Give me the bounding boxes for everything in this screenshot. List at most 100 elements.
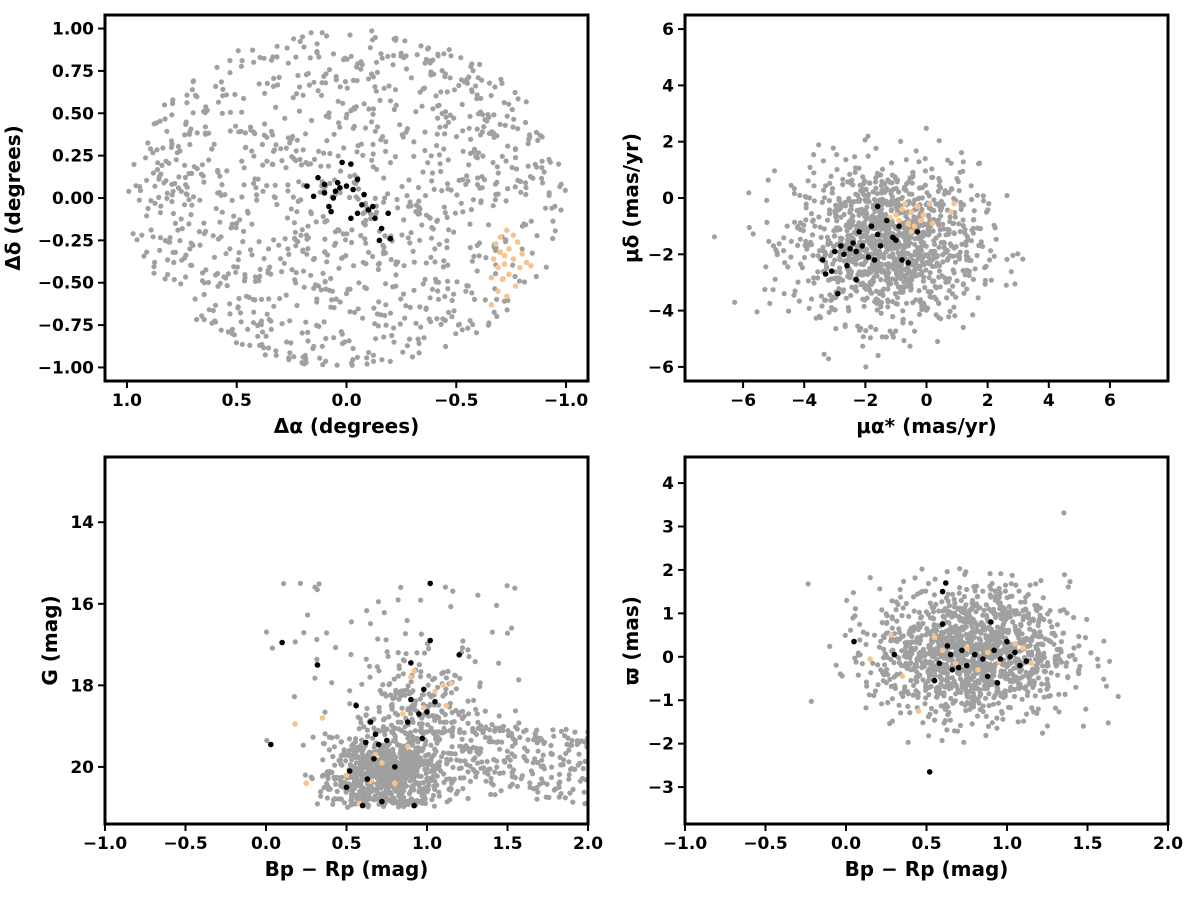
field-star-point xyxy=(492,197,498,203)
field-star-point xyxy=(259,329,266,335)
field-star-point xyxy=(435,288,441,294)
field-star-point xyxy=(252,274,258,280)
field-star-point xyxy=(507,757,513,763)
field-star-point xyxy=(1035,706,1041,712)
field-star-point xyxy=(370,111,376,117)
field-star-point xyxy=(801,222,807,228)
group2-star-point xyxy=(908,209,914,215)
field-star-point xyxy=(477,185,483,191)
field-star-point xyxy=(402,315,408,321)
field-star-point xyxy=(402,753,409,759)
field-star-point xyxy=(427,215,433,221)
field-star-point xyxy=(874,300,880,306)
field-star-point xyxy=(832,307,838,313)
field-star-point xyxy=(321,150,327,156)
field-star-point xyxy=(792,219,798,225)
field-star-point xyxy=(355,782,361,788)
field-star-point xyxy=(941,239,947,245)
field-star-point xyxy=(926,193,932,199)
field-star-point xyxy=(145,205,151,212)
field-star-point xyxy=(863,679,870,685)
field-star-point xyxy=(316,54,322,60)
field-star-point xyxy=(1020,607,1026,614)
field-star-point xyxy=(366,788,372,795)
field-star-point xyxy=(1035,675,1041,681)
group2-star-point xyxy=(497,234,504,240)
group2-star-point xyxy=(495,288,501,295)
field-star-point xyxy=(251,153,257,159)
field-star-point xyxy=(946,190,952,196)
field-star-point xyxy=(879,178,885,184)
field-star-point xyxy=(563,726,569,733)
field-star-point xyxy=(874,273,880,279)
field-star-point xyxy=(534,233,540,239)
field-star-point xyxy=(888,281,894,287)
field-star-point xyxy=(449,732,455,738)
field-star-point xyxy=(271,303,277,309)
field-star-point xyxy=(475,75,481,81)
field-star-point xyxy=(452,751,458,757)
field-star-point xyxy=(873,145,879,151)
member-star-point xyxy=(427,580,434,587)
field-star-point xyxy=(465,325,471,331)
member-star-point xyxy=(877,243,884,249)
field-star-point xyxy=(131,161,137,167)
field-star-point xyxy=(189,170,195,176)
field-star-point xyxy=(279,269,285,275)
field-star-point xyxy=(916,223,922,229)
field-star-point xyxy=(436,241,442,247)
field-star-point xyxy=(410,248,416,254)
field-star-point xyxy=(974,713,981,719)
y-tick-label: −6 xyxy=(648,358,674,378)
field-star-point xyxy=(544,781,550,787)
field-star-point xyxy=(385,653,391,660)
field-star-point xyxy=(447,728,453,734)
field-star-point xyxy=(496,660,502,666)
field-star-point xyxy=(826,210,833,217)
field-star-point xyxy=(897,594,904,600)
field-star-point xyxy=(1027,626,1033,632)
group2-star-point xyxy=(510,256,517,262)
field-star-point xyxy=(936,315,942,321)
field-star-point xyxy=(152,259,158,265)
field-star-point xyxy=(436,766,442,772)
field-star-point xyxy=(415,336,421,342)
field-star-point xyxy=(963,707,969,714)
field-star-point xyxy=(931,622,937,628)
field-star-point xyxy=(958,609,965,615)
field-star-point xyxy=(286,355,292,361)
group2-star-point xyxy=(421,705,427,711)
field-star-point xyxy=(566,742,572,748)
field-star-point xyxy=(398,584,404,591)
field-star-point xyxy=(916,235,922,242)
field-star-point xyxy=(492,84,498,90)
member-star-point xyxy=(874,231,881,238)
field-star-point xyxy=(184,100,190,106)
field-star-point xyxy=(147,146,154,152)
field-star-point xyxy=(264,80,270,86)
field-star-point xyxy=(257,54,263,61)
field-star-point xyxy=(921,274,927,280)
field-star-point xyxy=(383,322,389,328)
field-star-point xyxy=(354,78,360,84)
field-star-point xyxy=(275,82,281,88)
field-star-point xyxy=(237,310,244,316)
field-star-point xyxy=(509,751,515,757)
field-star-point xyxy=(470,68,476,74)
field-star-point xyxy=(1088,650,1094,656)
field-star-point xyxy=(423,306,429,312)
field-star-point xyxy=(338,168,344,174)
field-star-point xyxy=(145,140,151,146)
field-star-point xyxy=(983,602,989,608)
field-star-point xyxy=(810,217,816,223)
field-star-point xyxy=(214,64,220,70)
field-star-point xyxy=(342,237,349,243)
field-star-point xyxy=(916,609,923,616)
field-star-point xyxy=(410,783,416,789)
member-star-point xyxy=(850,240,856,246)
field-star-point xyxy=(808,698,814,705)
field-star-point xyxy=(934,260,940,266)
field-star-point xyxy=(781,291,787,297)
field-star-point xyxy=(171,276,177,283)
field-star-point xyxy=(410,734,416,740)
